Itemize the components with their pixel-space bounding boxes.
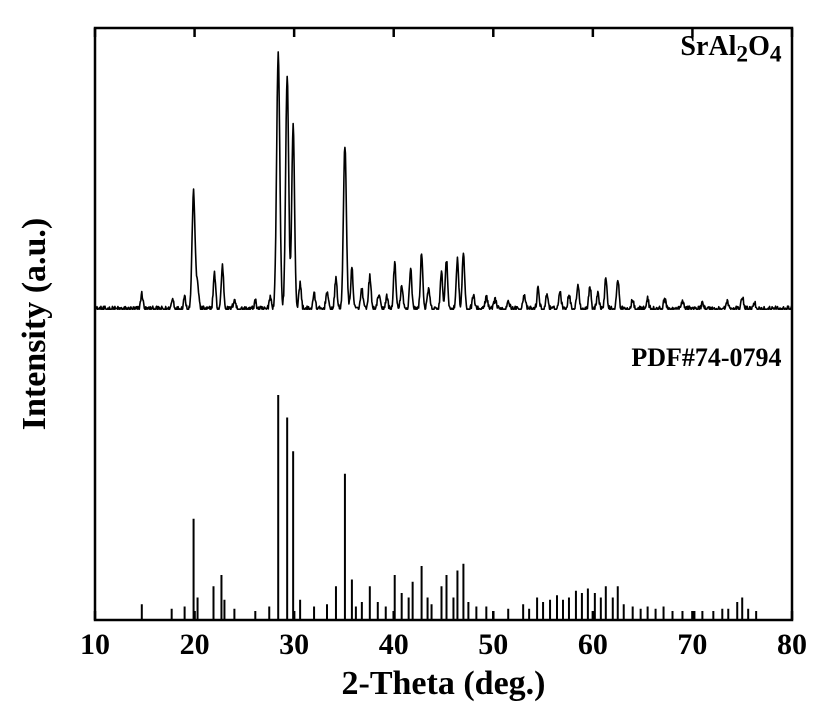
y-axis-label: Intensity (a.u.) xyxy=(16,218,53,431)
x-axis-label: 2-Theta (deg.) xyxy=(342,665,546,702)
x-tick-label: 40 xyxy=(379,628,409,661)
pdf-reference-label: PDF#74-0794 xyxy=(522,344,782,391)
x-tick-label: 70 xyxy=(677,628,707,661)
x-tick-label: 10 xyxy=(80,628,110,661)
compound-label: SrAl2O4 xyxy=(522,32,782,82)
x-tick-label: 20 xyxy=(180,628,210,661)
xrd-plot-svg: 10 20 30 40 50 60 70 80 2-Theta (deg.) Intensity … xyxy=(0,0,820,703)
x-tick-label: 50 xyxy=(478,628,508,661)
x-tick-label: 30 xyxy=(279,628,309,661)
x-tick-label: 60 xyxy=(578,628,608,661)
x-tick-label: 80 xyxy=(777,628,807,661)
xrd-figure: 10 20 30 40 50 60 70 80 2-Theta (deg.) Intensity … xyxy=(0,0,820,703)
